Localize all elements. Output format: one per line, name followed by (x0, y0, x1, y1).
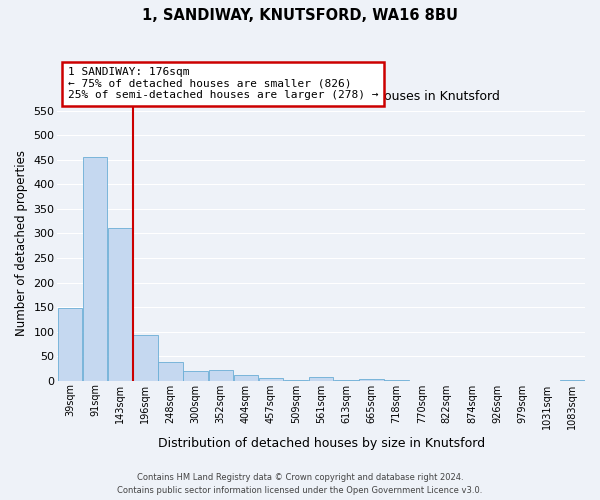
Bar (108, 228, 133, 380)
Bar (259, 378, 283, 380)
Title: Size of property relative to detached houses in Knutsford: Size of property relative to detached ho… (142, 90, 500, 104)
Y-axis label: Number of detached properties: Number of detached properties (15, 150, 28, 336)
Bar (233, 375, 258, 380)
Text: 1, SANDIWAY, KNUTSFORD, WA16 8BU: 1, SANDIWAY, KNUTSFORD, WA16 8BU (142, 8, 458, 22)
Bar (359, 378, 383, 380)
Text: 1 SANDIWAY: 176sqm
← 75% of detached houses are smaller (826)
25% of semi-detach: 1 SANDIWAY: 176sqm ← 75% of detached hou… (68, 67, 379, 100)
Bar (184, 371, 208, 380)
Bar (58, 308, 82, 380)
Bar (83, 157, 107, 380)
X-axis label: Distribution of detached houses by size in Knutsford: Distribution of detached houses by size … (158, 437, 485, 450)
Bar (309, 377, 334, 380)
Bar (158, 362, 182, 380)
Bar (209, 370, 233, 380)
Bar (133, 335, 158, 380)
Text: Contains HM Land Registry data © Crown copyright and database right 2024.
Contai: Contains HM Land Registry data © Crown c… (118, 474, 482, 495)
